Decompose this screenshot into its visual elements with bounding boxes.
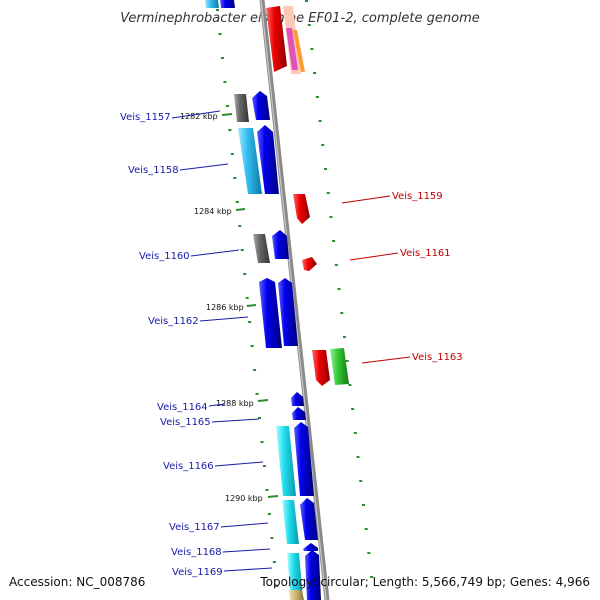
svg-text:Veis_1169: Veis_1169 xyxy=(172,567,223,578)
svg-text:Veis_1160: Veis_1160 xyxy=(139,251,190,262)
kbp-label-1290: 1290 kbp xyxy=(225,494,263,503)
svg-text:Veis_1158: Veis_1158 xyxy=(128,165,179,176)
accession-text: Accession: NC_008786 xyxy=(9,575,145,589)
label-veis-1166[interactable]: Veis_1166 xyxy=(163,461,264,472)
gene-veis-1159[interactable] xyxy=(293,194,310,224)
label-veis-1169[interactable]: Veis_1169 xyxy=(172,567,273,578)
svg-text:Veis_1166: Veis_1166 xyxy=(163,461,214,472)
gene-veis-1162[interactable] xyxy=(259,278,298,348)
svg-text:Veis_1157: Veis_1157 xyxy=(120,112,171,123)
svg-text:Veis_1165: Veis_1165 xyxy=(160,417,211,428)
gene-veis-1163[interactable] xyxy=(312,348,349,386)
topology-text: Topology: circular; Length: 5,566,749 bp… xyxy=(259,575,590,589)
map-title: Verminephrobacter eiseniae EF01-2, compl… xyxy=(120,11,479,26)
label-veis-1158[interactable]: Veis_1158 xyxy=(128,163,229,176)
gene-veis-1168[interactable] xyxy=(303,543,318,551)
label-veis-1165[interactable]: Veis_1165 xyxy=(160,417,260,428)
kbp-marker-1282: 1282 kbp xyxy=(180,112,233,121)
gene-partial-top-right[interactable] xyxy=(266,6,305,74)
gene-veis-1161[interactable] xyxy=(302,257,317,271)
svg-text:Veis_1159: Veis_1159 xyxy=(392,191,443,202)
label-veis-1164[interactable]: Veis_1164 xyxy=(157,402,226,413)
kbp-label-1282: 1282 kbp xyxy=(180,112,218,121)
label-veis-1168[interactable]: Veis_1168 xyxy=(171,547,271,558)
svg-text:Veis_1167: Veis_1167 xyxy=(169,522,220,533)
gene-veis-1164[interactable] xyxy=(291,392,304,406)
gene-veis-1158[interactable] xyxy=(238,125,279,194)
label-veis-1163[interactable]: Veis_1163 xyxy=(361,352,463,364)
label-veis-1157[interactable]: Veis_1157 xyxy=(120,110,221,123)
gene-veis-1160[interactable] xyxy=(253,230,289,263)
gene-veis-1167[interactable] xyxy=(282,498,318,544)
svg-text:Veis_1162: Veis_1162 xyxy=(148,316,199,327)
gene-veis-1169[interactable] xyxy=(287,550,321,600)
kbp-marker-1290: 1290 kbp xyxy=(225,494,279,503)
label-veis-1167[interactable]: Veis_1167 xyxy=(169,522,269,533)
kbp-marker-1286: 1286 kbp xyxy=(206,303,257,312)
kbp-marker-1288: 1288 kbp xyxy=(216,399,269,408)
kbp-label-1284: 1284 kbp xyxy=(194,207,232,216)
label-veis-1162[interactable]: Veis_1162 xyxy=(148,316,249,327)
svg-text:Veis_1163: Veis_1163 xyxy=(412,352,463,363)
scale-ticks xyxy=(216,0,374,587)
svg-text:Veis_1168: Veis_1168 xyxy=(171,547,222,558)
label-veis-1160[interactable]: Veis_1160 xyxy=(139,249,240,262)
gene-veis-1157[interactable] xyxy=(234,91,270,122)
gene-partial-top-left[interactable] xyxy=(205,0,235,8)
gene-veis-1166[interactable] xyxy=(276,422,314,496)
kbp-marker-1284: 1284 kbp xyxy=(194,207,246,216)
label-veis-1159[interactable]: Veis_1159 xyxy=(341,191,443,204)
svg-text:Veis_1164: Veis_1164 xyxy=(157,402,208,413)
kbp-label-1286: 1286 kbp xyxy=(206,303,244,312)
svg-text:Veis_1161: Veis_1161 xyxy=(400,248,451,259)
label-veis-1161[interactable]: Veis_1161 xyxy=(349,248,451,261)
gene-veis-1165[interactable] xyxy=(292,407,306,420)
kbp-label-1288: 1288 kbp xyxy=(216,399,254,408)
